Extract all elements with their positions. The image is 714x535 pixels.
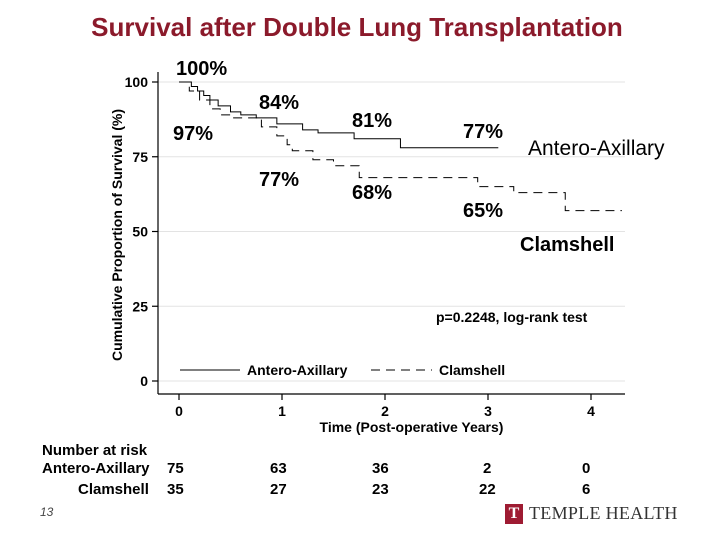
y-tick-label: 25: [132, 298, 148, 314]
risk-value: 75: [167, 460, 184, 477]
y-tick-label: 100: [125, 74, 149, 90]
clamshell-survival-line: [179, 81, 622, 212]
antero-axillary-series-label: Antero-Axillary: [528, 137, 665, 160]
risk-value: 23: [372, 481, 389, 498]
p-value-note: p=0.2248, log-rank test: [436, 309, 588, 325]
x-tick-label: 4: [587, 403, 595, 419]
y-tick-label: 75: [132, 149, 148, 165]
slide-number: 13: [40, 505, 54, 519]
slide-title: Survival after Double Lung Transplantati…: [91, 12, 623, 42]
survival-percent-label: 77%: [259, 169, 299, 191]
risk-value: 0: [582, 460, 591, 477]
plot-area: [158, 72, 625, 394]
risk-value: 6: [582, 481, 591, 498]
risk-value: 2: [483, 460, 492, 477]
risk-value: 63: [270, 460, 287, 477]
survival-percent-label: 84%: [259, 92, 299, 114]
y-axis-title: Cumulative Proportion of Survival (%): [109, 109, 125, 361]
survival-percent-label: 65%: [463, 200, 503, 222]
antero-axillary-survival-line: [179, 81, 499, 149]
risk-value: 22: [479, 481, 496, 498]
survival-percent-label: 68%: [352, 182, 392, 204]
temple-health-logo: T TEMPLE HEALTH: [505, 503, 678, 524]
x-tick-label: 0: [175, 403, 183, 419]
x-tick-label: 1: [278, 403, 286, 419]
temple-logo-text: TEMPLE HEALTH: [529, 503, 678, 523]
risk-value: 35: [167, 481, 184, 498]
clamshell-series-label: Clamshell: [520, 234, 614, 256]
survival-percent-label: 81%: [352, 110, 392, 132]
risk-table-header: Number at risk: [42, 442, 148, 459]
temple-logo-icon: T: [505, 503, 523, 524]
legend-label-clamshell: Clamshell: [439, 362, 505, 378]
survival-percent-label: 100%: [176, 58, 227, 80]
survival-percent-label: 97%: [173, 123, 213, 145]
risk-value: 27: [270, 481, 287, 498]
y-tick-label: 0: [140, 373, 148, 389]
legend-label-antero-axillary: Antero-Axillary: [247, 362, 348, 378]
risk-row-label-clamshell: Clamshell: [78, 481, 149, 498]
y-tick-label: 50: [132, 224, 148, 240]
x-tick-label: 3: [484, 403, 492, 419]
risk-value: 36: [372, 460, 389, 477]
survival-percent-label: 77%: [463, 121, 503, 143]
x-tick-label: 2: [381, 403, 389, 419]
risk-row-label-antero: Antero-Axillary: [42, 460, 150, 477]
x-axis-title: Time (Post-operative Years): [320, 419, 504, 435]
